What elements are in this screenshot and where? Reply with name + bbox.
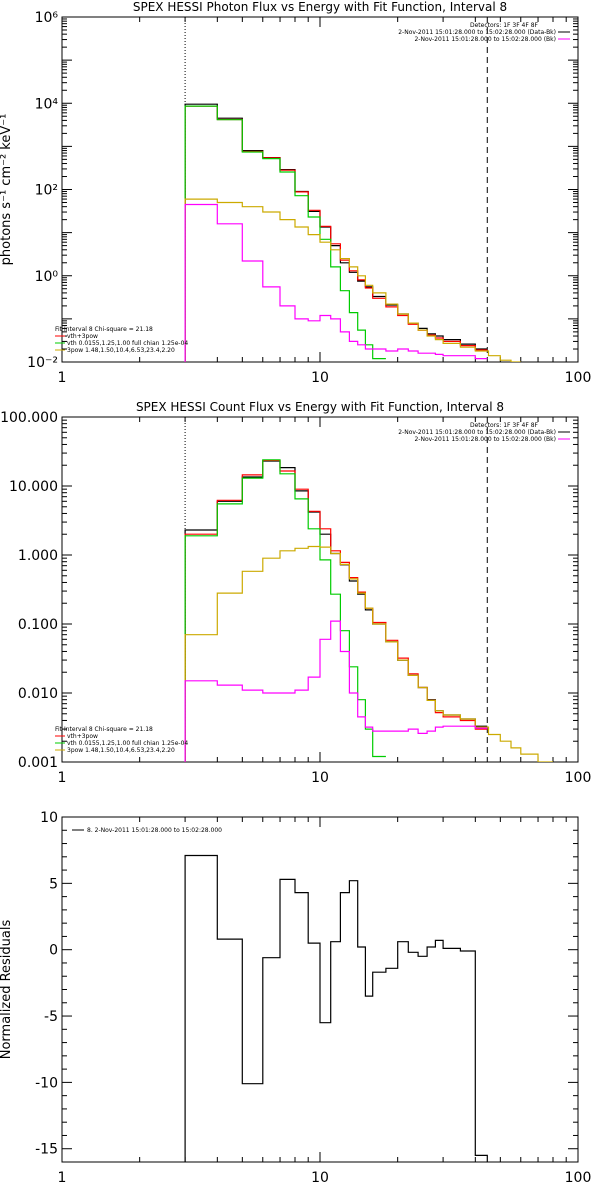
series-line: [184, 103, 488, 362]
legend-entry: 2-Nov-2011 15:01:28.000 to 15:02:28.000 …: [398, 29, 556, 36]
series-line: [184, 854, 488, 1162]
x-tick-label: 100: [565, 770, 592, 786]
series-line: [184, 460, 488, 762]
legend-entry: 2-Nov-2011 15:01:28.000 to 15:02:28.000 …: [398, 429, 556, 436]
y-tick-label: 10²: [35, 183, 58, 199]
y-tick-label: 10: [40, 810, 58, 826]
x-tick-label: 100: [565, 370, 592, 386]
series-line: [184, 203, 488, 362]
y-tick-label: 10.000: [9, 479, 58, 495]
y-tick-label: 10⁻²: [27, 355, 58, 371]
y-tick-label: 0.100: [18, 617, 58, 633]
y-tick-label: -15: [35, 1142, 58, 1158]
y-axis-label: photons s⁻¹ cm⁻² keV⁻¹: [0, 114, 14, 266]
plot-frame: [61, 16, 579, 363]
y-tick-label: 10⁴: [35, 96, 59, 112]
residuals-panel: 1 10 100 -15 -10 -5 0 5 10 Normalized Residuals 8.…: [0, 810, 592, 1186]
legend-header: Detectors: 1F 3F 4F 8F: [470, 22, 539, 29]
series-line: [184, 198, 521, 362]
x-tick-label: 100: [565, 1170, 592, 1186]
fit-legend-header: Fit Interval 8 Chi-square = 21.18: [55, 726, 153, 733]
x-tick-label: 10: [311, 770, 329, 786]
y-tick-label: 10⁶: [35, 10, 59, 26]
fit-legend-entry: 3pow 1.48,1.50,10.4,6.53,23.4,2.20: [67, 747, 175, 754]
series-line: [184, 459, 488, 762]
fit-legend-entry: vth 0.0155,1.25,1.00 full chian 1.25e-04: [67, 340, 188, 347]
fit-legend-entry: vth+3pow: [67, 733, 98, 740]
legend-entry: 2-Nov-2011 15:01:28.000 to 15:02:28.000 …: [414, 436, 556, 443]
series-line: [184, 545, 553, 762]
x-tick-label: 1: [58, 1170, 67, 1186]
x-tick-label: 1: [58, 770, 67, 786]
y-tick-label: 0.001: [18, 755, 58, 771]
plot-frame: [61, 416, 579, 763]
y-tick-label: 10⁰: [35, 269, 59, 285]
fit-legend-header: Fit Interval 8 Chi-square = 21.18: [55, 326, 153, 333]
y-tick-label: -5: [44, 1009, 58, 1025]
series-line: [184, 620, 488, 762]
legend-entry: 2-Nov-2011 15:01:28.000 to 15:02:28.000 …: [414, 36, 556, 43]
series-line: [184, 105, 488, 362]
y-tick-label: 1.000: [18, 548, 58, 564]
x-tick-label: 10: [311, 370, 329, 386]
y-tick-label: 0: [49, 943, 58, 959]
count-flux-panel: SPEX HESSI Count Flux vs Energy with Fit…: [0, 400, 592, 786]
photon-flux-panel: SPEX HESSI Photon Flux vs Energy with Fi…: [0, 0, 592, 386]
y-axis-label: Normalized Residuals: [0, 920, 14, 1060]
series-line: [184, 459, 386, 762]
chart-title: SPEX HESSI Count Flux vs Energy with Fit…: [136, 400, 504, 414]
y-tick-label: 5: [49, 876, 58, 892]
fit-legend-entry: 3pow 1.48,1.50,10.4,6.53,23.4,2.20: [67, 347, 175, 354]
y-tick-label: -10: [35, 1075, 58, 1091]
x-tick-label: 10: [311, 1170, 329, 1186]
x-tick-label: 1: [58, 370, 67, 386]
fit-legend-entry: vth+3pow: [67, 333, 98, 340]
chart-title: SPEX HESSI Photon Flux vs Energy with Fi…: [133, 0, 507, 14]
y-tick-label: 100.000: [0, 410, 58, 426]
legend-header: Detectors: 1F 3F 4F 8F: [470, 422, 539, 429]
legend-entry: 8. 2-Nov-2011 15:01:28.000 to 15:02:28.0…: [87, 827, 222, 834]
series-line: [184, 105, 386, 362]
y-tick-label: 0.010: [18, 686, 58, 702]
fit-legend-entry: vth 0.0155,1.25,1.00 full chian 1.25e-04: [67, 740, 188, 747]
